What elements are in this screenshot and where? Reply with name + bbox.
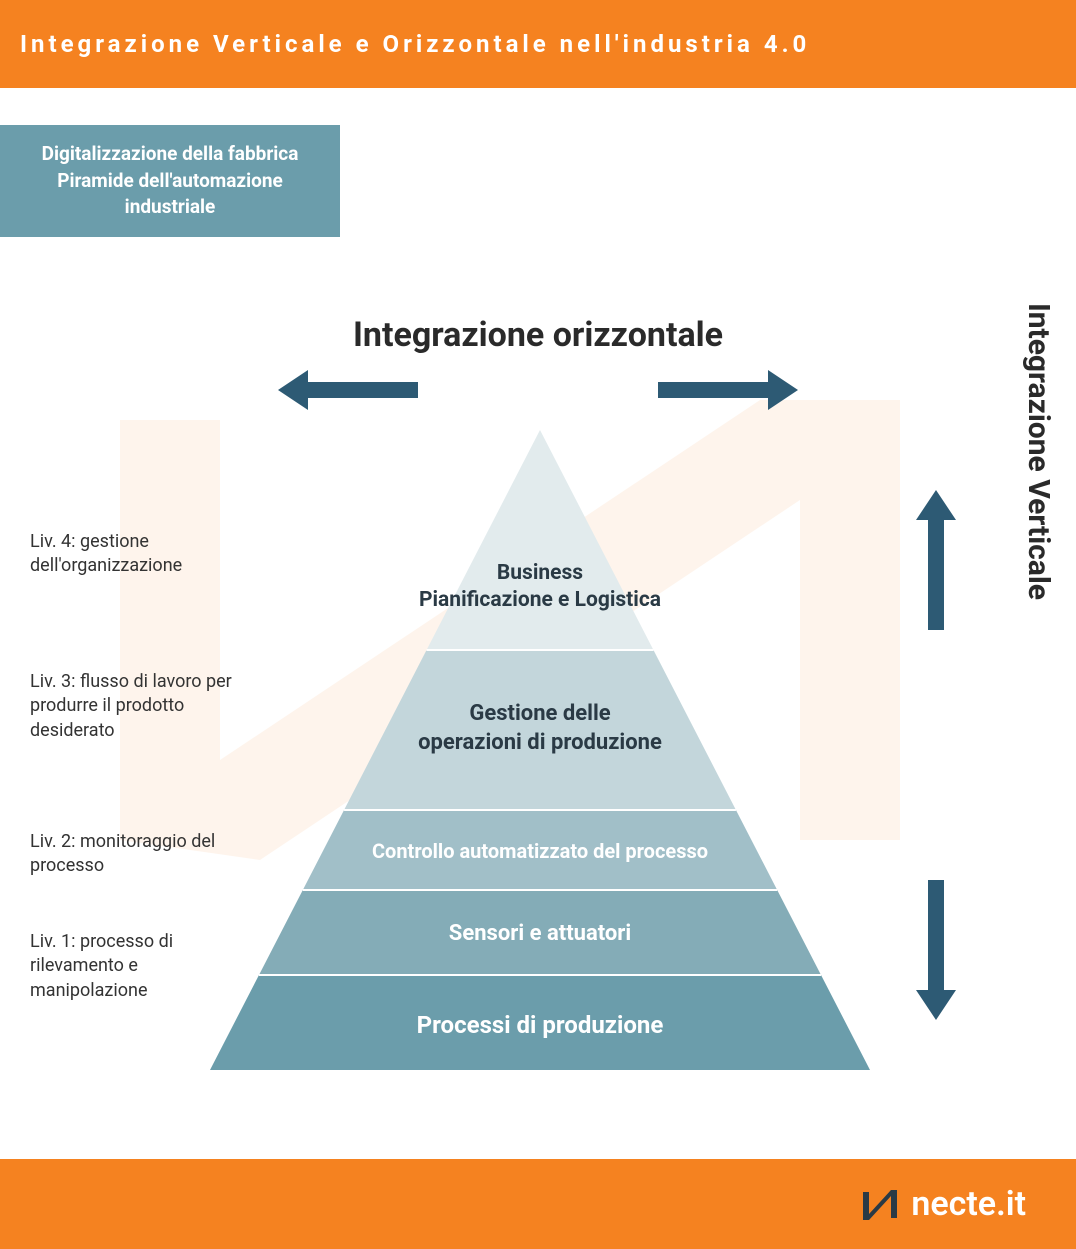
arrow-left-icon	[278, 370, 418, 410]
vertical-arrow-down	[916, 880, 956, 1024]
horizontal-integration-heading: Integrazione orizzontale	[0, 315, 1076, 355]
pyramid-level-label-3: Sensori e attuatori	[210, 920, 870, 949]
pyramid-level-label-0: BusinessPianificazione e Logistica	[210, 560, 870, 615]
arrow-right-icon	[658, 370, 798, 410]
pyramid: BusinessPianificazione e Logistica Gestio…	[210, 430, 870, 1070]
vertical-label: Integrazione Verticale	[1021, 303, 1056, 600]
subtitle-line2: Piramide dell'automazione industriale	[20, 168, 320, 221]
side-label-2: Liv. 2: monitoraggio del processo	[30, 830, 240, 879]
vertical-arrow-up	[916, 490, 956, 634]
horizontal-label: Integrazione orizzontale	[353, 315, 723, 355]
side-label-0: Liv. 4: gestione dell'organizzazione	[30, 530, 240, 579]
arrow-up-icon	[916, 490, 956, 630]
vertical-integration-heading: Integrazione Verticale	[1021, 303, 1056, 600]
pyramid-labels: BusinessPianificazione e Logistica Gestio…	[210, 430, 870, 1070]
footer-bar: necte.it	[0, 1159, 1076, 1249]
side-label-1: Liv. 3: flusso di lavoro per produrre il…	[30, 670, 240, 743]
subtitle-line1: Digitalizzazione della fabbrica	[20, 141, 320, 168]
subtitle-box: Digitalizzazione della fabbrica Piramide…	[0, 125, 340, 237]
horizontal-arrows	[0, 370, 1076, 410]
header-bar: Integrazione Verticale e Orizzontale nel…	[0, 0, 1076, 88]
side-label-3: Liv. 1: processo di rilevamento e manipo…	[30, 930, 240, 1003]
arrow-down-icon	[916, 880, 956, 1020]
header-title: Integrazione Verticale e Orizzontale nel…	[20, 30, 810, 58]
pyramid-level-label-4: Processi di produzione	[210, 1010, 870, 1041]
pyramid-level-label-2: Controllo automatizzato del processo	[210, 838, 870, 864]
pyramid-level-label-1: Gestione delleoperazioni di produzione	[210, 700, 870, 757]
footer-brand-text: necte.it	[911, 1184, 1026, 1224]
logo-icon	[859, 1184, 899, 1224]
footer-logo: necte.it	[859, 1184, 1026, 1224]
